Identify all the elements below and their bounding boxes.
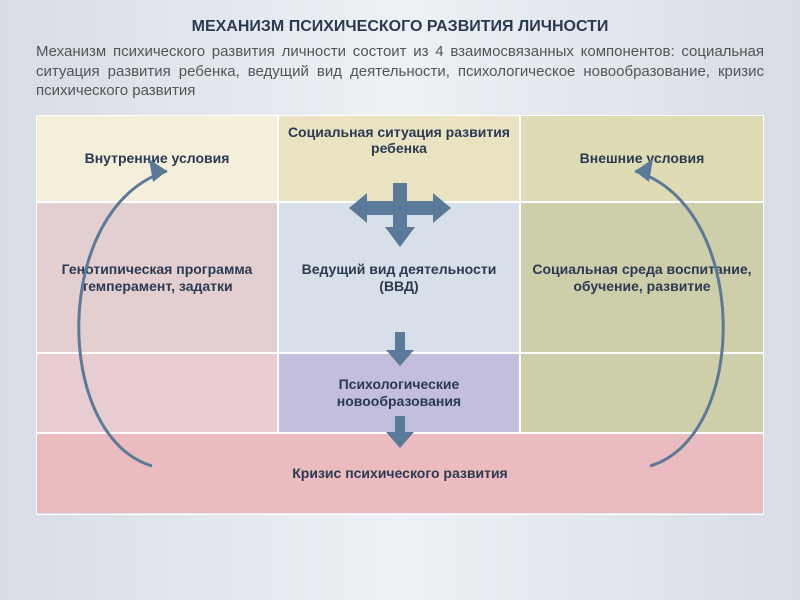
arrow-down-bot-icon <box>386 416 414 448</box>
cell-outer-conditions: Внешние условия <box>521 116 763 204</box>
cell-social-env: Социальная среда воспитание, обучение, р… <box>521 203 763 354</box>
arrow-down-mid-icon <box>386 332 414 366</box>
arrow-three-way-icon <box>345 183 455 247</box>
page-title: МЕХАНИЗМ ПСИХИЧЕСКОГО РАЗВИТИЯ ЛИЧНОСТИ <box>36 18 764 36</box>
cell-inner-conditions: Внутренние условия <box>37 116 279 204</box>
diagram: Внутренние условия Социальная ситуация р… <box>36 115 764 515</box>
cell-psychnew-pad-left <box>37 354 279 434</box>
cell-psychnew-pad-right <box>521 354 763 434</box>
intro-text: Механизм психического развития личности … <box>36 42 764 101</box>
cell-genotype: Генотипическая программа темперамент, за… <box>37 203 279 354</box>
slide: МЕХАНИЗМ ПСИХИЧЕСКОГО РАЗВИТИЯ ЛИЧНОСТИ … <box>0 0 800 600</box>
